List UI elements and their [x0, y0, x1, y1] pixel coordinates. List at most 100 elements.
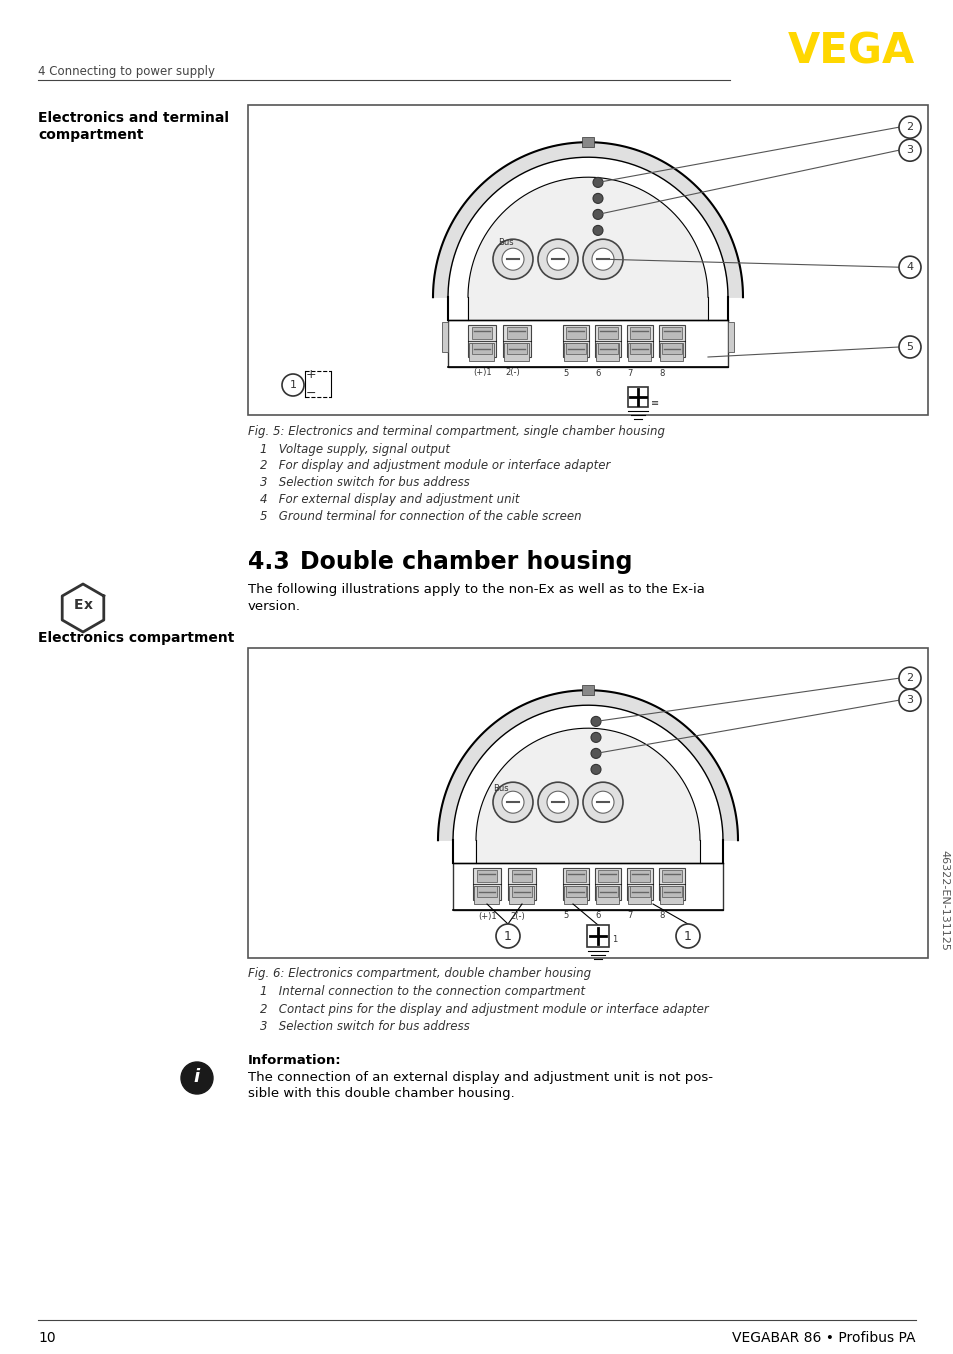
Bar	[562, 325, 588, 357]
Bar	[562, 868, 588, 900]
Bar	[629, 887, 649, 898]
Circle shape	[593, 210, 602, 219]
Text: 2(-): 2(-)	[504, 368, 519, 378]
Bar	[596, 343, 618, 362]
Circle shape	[537, 240, 578, 279]
Text: 1: 1	[289, 380, 296, 390]
Text: 3   Selection switch for bus address: 3 Selection switch for bus address	[260, 477, 469, 490]
Text: E: E	[74, 598, 84, 612]
Circle shape	[582, 240, 622, 279]
Polygon shape	[433, 142, 742, 297]
Circle shape	[593, 225, 602, 236]
Text: 2   For display and adjustment module or interface adapter: 2 For display and adjustment module or i…	[260, 459, 610, 473]
Text: 10: 10	[38, 1331, 55, 1345]
Text: (+)1: (+)1	[477, 911, 497, 921]
Circle shape	[676, 923, 700, 948]
Circle shape	[590, 716, 600, 726]
Text: 8: 8	[659, 911, 664, 921]
Bar	[502, 325, 531, 357]
Circle shape	[898, 116, 920, 138]
Bar	[441, 322, 448, 352]
Text: Double chamber housing: Double chamber housing	[299, 550, 632, 574]
Polygon shape	[476, 728, 700, 862]
Bar	[598, 344, 618, 355]
Bar	[659, 886, 682, 904]
Bar	[248, 649, 927, 959]
Circle shape	[501, 248, 523, 271]
Circle shape	[898, 139, 920, 161]
Text: 3: 3	[905, 145, 913, 156]
Text: +: +	[305, 368, 316, 382]
Text: 2: 2	[905, 122, 913, 133]
Text: 5   Ground terminal for connection of the cable screen: 5 Ground terminal for connection of the …	[260, 510, 581, 524]
Circle shape	[582, 783, 622, 822]
Bar	[661, 328, 681, 340]
Text: The connection of an external display and adjustment unit is not pos-: The connection of an external display an…	[248, 1071, 712, 1083]
Circle shape	[590, 749, 600, 758]
Text: sible with this double chamber housing.: sible with this double chamber housing.	[248, 1087, 515, 1101]
Polygon shape	[437, 691, 738, 841]
Text: 5: 5	[563, 911, 568, 921]
Text: 1: 1	[683, 929, 691, 942]
Text: VEGA: VEGA	[787, 31, 914, 73]
Circle shape	[181, 1062, 213, 1094]
Circle shape	[593, 194, 602, 203]
Circle shape	[501, 791, 523, 814]
Bar	[474, 886, 498, 904]
Text: Bus: Bus	[497, 238, 513, 246]
Bar	[627, 343, 650, 362]
Text: 1   Voltage supply, signal output: 1 Voltage supply, signal output	[260, 443, 450, 455]
Bar	[476, 871, 497, 883]
Bar	[659, 868, 684, 900]
Circle shape	[898, 336, 920, 357]
Bar	[512, 871, 532, 883]
Bar	[596, 886, 618, 904]
Bar	[448, 320, 727, 367]
Bar	[507, 868, 536, 900]
Bar	[565, 887, 585, 898]
Bar	[629, 344, 649, 355]
Bar	[661, 887, 681, 898]
Circle shape	[546, 791, 568, 814]
Bar	[509, 886, 534, 904]
Bar	[595, 325, 620, 357]
Bar	[627, 387, 647, 408]
Text: Fig. 5: Electronics and terminal compartment, single chamber housing: Fig. 5: Electronics and terminal compart…	[248, 425, 664, 437]
Text: 6: 6	[595, 368, 600, 378]
Bar	[563, 343, 586, 362]
Text: 4 Connecting to power supply: 4 Connecting to power supply	[38, 65, 214, 79]
Bar	[503, 343, 529, 362]
Circle shape	[590, 733, 600, 742]
Bar	[472, 328, 492, 340]
Text: 4: 4	[905, 263, 913, 272]
Text: Electronics compartment: Electronics compartment	[38, 631, 234, 645]
Text: 2: 2	[905, 673, 913, 684]
Text: 1: 1	[503, 929, 512, 942]
Bar	[626, 325, 652, 357]
Circle shape	[898, 256, 920, 278]
Text: 3   Selection switch for bus address: 3 Selection switch for bus address	[260, 1020, 469, 1033]
Bar	[626, 868, 652, 900]
Bar	[565, 344, 585, 355]
Bar	[629, 328, 649, 340]
Bar	[512, 887, 532, 898]
Bar	[586, 925, 608, 946]
Bar	[506, 344, 526, 355]
Bar	[598, 887, 618, 898]
Text: x: x	[84, 598, 92, 612]
Circle shape	[282, 374, 304, 395]
Text: 7: 7	[627, 368, 632, 378]
Circle shape	[546, 248, 568, 271]
Text: 8: 8	[659, 368, 664, 378]
Bar	[453, 862, 722, 910]
Text: 2   Contact pins for the display and adjustment module or interface adapter: 2 Contact pins for the display and adjus…	[260, 1002, 708, 1016]
Circle shape	[592, 248, 614, 271]
Bar	[659, 343, 682, 362]
Bar	[506, 328, 526, 340]
Bar	[659, 325, 684, 357]
Text: 3: 3	[905, 695, 913, 705]
Text: Electronics and terminal: Electronics and terminal	[38, 111, 229, 125]
Circle shape	[590, 765, 600, 774]
Text: ≡: ≡	[650, 398, 659, 408]
Bar	[627, 886, 650, 904]
